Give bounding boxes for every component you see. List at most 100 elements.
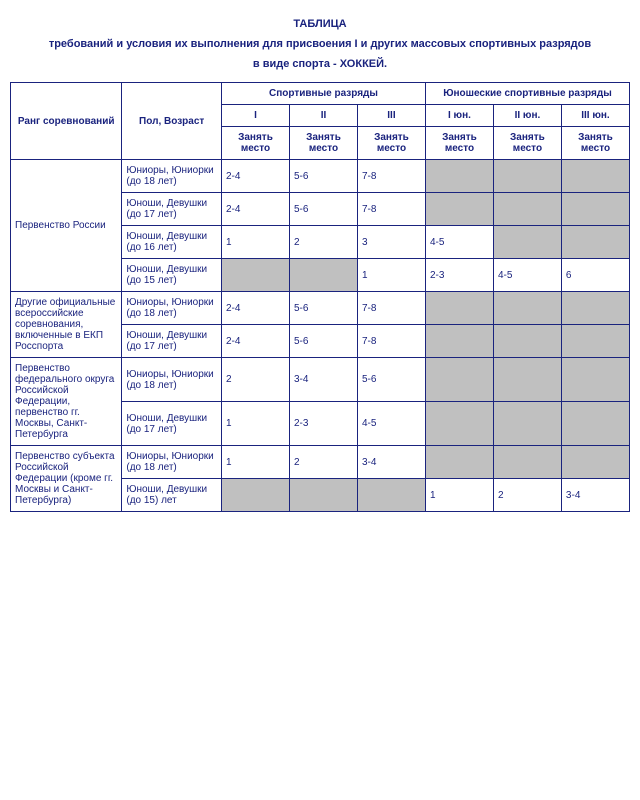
- value-cell: 2: [222, 358, 290, 402]
- value-cell: 2: [289, 446, 357, 479]
- value-cell: [561, 358, 629, 402]
- value-cell: [357, 479, 425, 512]
- table-row: Другие официальные всероссийские соревно…: [11, 292, 630, 325]
- value-cell: [493, 160, 561, 193]
- value-cell: 6: [561, 259, 629, 292]
- header-II: II: [289, 105, 357, 127]
- rank-cell: Первенство федерального округа Российско…: [11, 358, 122, 446]
- value-cell: 2: [289, 226, 357, 259]
- value-cell: [561, 325, 629, 358]
- value-cell: [493, 446, 561, 479]
- value-cell: [561, 446, 629, 479]
- value-cell: 5-6: [289, 292, 357, 325]
- value-cell: [425, 446, 493, 479]
- table-row: Первенство субъекта Российской Федерации…: [11, 446, 630, 479]
- header-sport-group: Спортивные разряды: [222, 83, 426, 105]
- age-cell: Юниоры, Юниорки (до 18 лет): [122, 358, 222, 402]
- value-cell: 7-8: [357, 193, 425, 226]
- header-IIIy: III юн.: [561, 105, 629, 127]
- age-cell: Юноши, Девушки (до 17 лет): [122, 325, 222, 358]
- header-age: Пол, Возраст: [122, 83, 222, 160]
- table-header: Ранг соревнований Пол, Возраст Спортивны…: [11, 83, 630, 160]
- age-cell: Юноши, Девушки (до 17 лет): [122, 402, 222, 446]
- header-Iy: I юн.: [425, 105, 493, 127]
- value-cell: [222, 479, 290, 512]
- value-cell: 1: [222, 446, 290, 479]
- rank-cell: Первенство субъекта Российской Федерации…: [11, 446, 122, 512]
- value-cell: 3: [357, 226, 425, 259]
- age-cell: Юниоры, Юниорки (до 18 лет): [122, 160, 222, 193]
- value-cell: [493, 292, 561, 325]
- value-cell: 1: [357, 259, 425, 292]
- value-cell: 2-3: [425, 259, 493, 292]
- value-cell: [289, 259, 357, 292]
- value-cell: 4-5: [425, 226, 493, 259]
- age-cell: Юниоры, Юниорки (до 18 лет): [122, 292, 222, 325]
- header-place-5: Занять место: [493, 127, 561, 160]
- value-cell: 1: [222, 402, 290, 446]
- header-IIy: II юн.: [493, 105, 561, 127]
- value-cell: [561, 292, 629, 325]
- value-cell: 2-4: [222, 292, 290, 325]
- value-cell: 5-6: [289, 193, 357, 226]
- value-cell: 3-4: [357, 446, 425, 479]
- value-cell: 1: [222, 226, 290, 259]
- value-cell: 5-6: [289, 325, 357, 358]
- value-cell: [425, 160, 493, 193]
- value-cell: [289, 479, 357, 512]
- value-cell: 2-4: [222, 160, 290, 193]
- value-cell: [561, 160, 629, 193]
- value-cell: [425, 292, 493, 325]
- age-cell: Юноши, Девушки (до 17 лет): [122, 193, 222, 226]
- value-cell: 7-8: [357, 160, 425, 193]
- value-cell: [561, 193, 629, 226]
- rank-cell: Другие официальные всероссийские соревно…: [11, 292, 122, 358]
- value-cell: [493, 193, 561, 226]
- value-cell: 1: [425, 479, 493, 512]
- header-place-1: Занять место: [222, 127, 290, 160]
- value-cell: [493, 402, 561, 446]
- value-cell: 3-4: [289, 358, 357, 402]
- value-cell: 3-4: [561, 479, 629, 512]
- header-III: III: [357, 105, 425, 127]
- value-cell: [493, 325, 561, 358]
- age-cell: Юноши, Девушки (до 15 лет): [122, 259, 222, 292]
- value-cell: 2-3: [289, 402, 357, 446]
- value-cell: [493, 226, 561, 259]
- value-cell: 5-6: [289, 160, 357, 193]
- table-row: Первенство федерального округа Российско…: [11, 358, 630, 402]
- value-cell: 4-5: [357, 402, 425, 446]
- value-cell: [425, 358, 493, 402]
- header-I: I: [222, 105, 290, 127]
- heading-1: ТАБЛИЦА: [10, 18, 630, 30]
- heading-2: требований и условия их выполнения для п…: [10, 38, 630, 50]
- value-cell: [561, 226, 629, 259]
- value-cell: 2-4: [222, 325, 290, 358]
- age-cell: Юниоры, Юниорки (до 18 лет): [122, 446, 222, 479]
- value-cell: 2-4: [222, 193, 290, 226]
- header-place-2: Занять место: [289, 127, 357, 160]
- value-cell: [425, 193, 493, 226]
- value-cell: 7-8: [357, 325, 425, 358]
- value-cell: [425, 325, 493, 358]
- value-cell: [222, 259, 290, 292]
- value-cell: [425, 402, 493, 446]
- header-rank: Ранг соревнований: [11, 83, 122, 160]
- value-cell: 4-5: [493, 259, 561, 292]
- value-cell: [561, 402, 629, 446]
- requirements-table: Ранг соревнований Пол, Возраст Спортивны…: [10, 82, 630, 512]
- header-place-6: Занять место: [561, 127, 629, 160]
- value-cell: 2: [493, 479, 561, 512]
- heading-3: в виде спорта - ХОККЕЙ.: [10, 58, 630, 70]
- age-cell: Юноши, Девушки (до 16 лет): [122, 226, 222, 259]
- rank-cell: Первенство России: [11, 160, 122, 292]
- header-youth-group: Юношеские спортивные разряды: [425, 83, 629, 105]
- age-cell: Юноши, Девушки (до 15) лет: [122, 479, 222, 512]
- header-place-4: Занять место: [425, 127, 493, 160]
- value-cell: 5-6: [357, 358, 425, 402]
- header-place-3: Занять место: [357, 127, 425, 160]
- value-cell: 7-8: [357, 292, 425, 325]
- value-cell: [493, 358, 561, 402]
- table-row: Первенство РоссииЮниоры, Юниорки (до 18 …: [11, 160, 630, 193]
- table-body: Первенство РоссииЮниоры, Юниорки (до 18 …: [11, 160, 630, 512]
